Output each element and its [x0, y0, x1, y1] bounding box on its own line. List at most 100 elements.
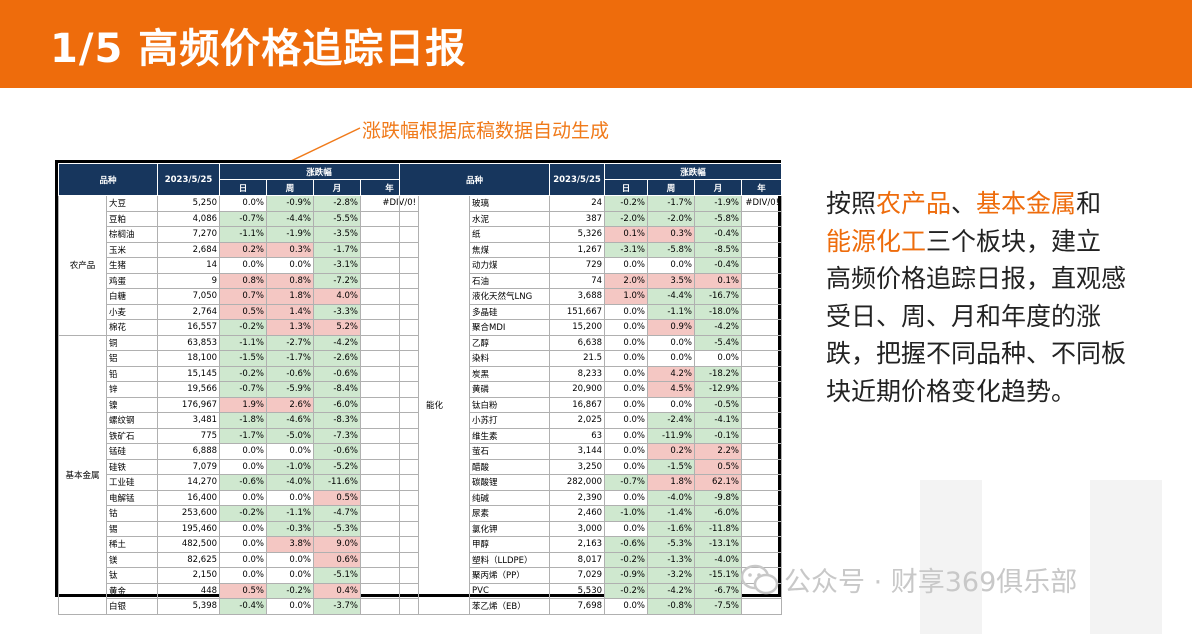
month-change-cell: -0.6%	[313, 443, 362, 460]
month-change-cell: -5.5%	[313, 210, 362, 227]
variety-cell: 染料	[468, 350, 551, 367]
variety-cell: 乙醇	[468, 334, 551, 351]
price-cell: 3,000	[549, 520, 606, 537]
month-change-cell: -0.4%	[694, 257, 743, 274]
day-change-cell: -0.6%	[604, 536, 649, 553]
day-change-cell: -0.4%	[219, 598, 268, 615]
month-change-cell: -4.2%	[694, 319, 743, 336]
table-row: 多晶硅 151,667 0.0% -1.1% -18.0%	[400, 303, 783, 320]
variety-cell: 铜	[105, 334, 159, 351]
table-row: 螺纹钢 3,481 -1.8% -4.6% -8.3%	[59, 412, 420, 429]
price-cell: 9	[157, 272, 221, 289]
week-change-cell: -4.2%	[647, 582, 696, 599]
table-row: 纯碱 2,390 0.0% -4.0% -9.8%	[400, 489, 783, 506]
variety-cell: 甲醇	[468, 536, 551, 553]
week-change-cell: -4.4%	[647, 288, 696, 305]
variety-cell: 玻璃	[468, 195, 551, 212]
price-cell: 253,600	[157, 505, 221, 522]
variety-cell: 液化天然气LNG	[468, 288, 551, 305]
table-row: 钛白粉 16,867 0.0% 0.0% -0.5%	[400, 396, 783, 413]
variety-cell: 焦煤	[468, 241, 551, 258]
variety-cell: 小麦	[105, 303, 159, 320]
day-change-cell: 0.0%	[604, 334, 649, 351]
month-change-cell: -4.0%	[694, 551, 743, 568]
price-cell: 63,853	[157, 334, 221, 351]
variety-cell: 纯碱	[468, 489, 551, 506]
variety-cell: 螺纹钢	[105, 412, 159, 429]
variety-cell: 醋酸	[468, 458, 551, 475]
variety-cell: 尿素	[468, 505, 551, 522]
month-change-cell: 0.0%	[694, 350, 743, 367]
day-change-cell: 0.0%	[219, 489, 268, 506]
year-change-cell	[741, 241, 783, 258]
year-change-cell	[741, 489, 783, 506]
table-row: 苯乙烯（EB） 7,698 0.0% -0.8% -7.5%	[400, 598, 783, 615]
price-cell: 2,460	[549, 505, 606, 522]
variety-cell: 多晶硅	[468, 303, 551, 320]
year-change-cell	[741, 474, 783, 491]
table-row: 乙醇 6,638 0.0% 0.0% -5.4%	[400, 334, 783, 351]
table-row: 甲醇 2,163 -0.6% -5.3% -13.1%	[400, 536, 783, 553]
day-change-cell: 0.0%	[219, 195, 268, 212]
week-change-cell: -1.1%	[647, 303, 696, 320]
week-change-cell: -4.0%	[647, 489, 696, 506]
price-cell: 2,390	[549, 489, 606, 506]
table-row: 鸡蛋 9 0.8% 0.8% -7.2%	[59, 272, 420, 289]
week-change-cell: -1.4%	[647, 505, 696, 522]
week-change-cell: 1.8%	[266, 288, 315, 305]
week-change-cell: 0.0%	[266, 443, 315, 460]
table-row: 铅 15,145 -0.2% -0.6% -0.6%	[59, 365, 420, 382]
variety-cell: 聚合MDI	[468, 319, 551, 336]
header-day: 日	[219, 179, 268, 196]
variety-cell: 炭黑	[468, 365, 551, 382]
week-change-cell: -11.9%	[647, 427, 696, 444]
price-cell: 282,000	[549, 474, 606, 491]
variety-cell: 大豆	[105, 195, 159, 212]
year-change-cell	[741, 303, 783, 320]
day-change-cell: 0.0%	[219, 567, 268, 584]
year-change-cell	[741, 412, 783, 429]
day-change-cell: -1.1%	[219, 226, 268, 243]
table-row: 石油 74 2.0% 3.5% 0.1%	[400, 272, 783, 289]
month-change-cell: -4.1%	[694, 412, 743, 429]
day-change-cell: 0.7%	[219, 288, 268, 305]
week-change-cell: -0.2%	[266, 582, 315, 599]
price-cell: 3,481	[157, 412, 221, 429]
table-row: 萤石 3,144 0.0% 0.2% 2.2%	[400, 443, 783, 460]
price-cell: 3,250	[549, 458, 606, 475]
week-change-cell: -5.9%	[266, 381, 315, 398]
header-month: 月	[313, 179, 362, 196]
price-cell: 24	[549, 195, 606, 212]
week-change-cell: -2.4%	[647, 412, 696, 429]
table-row: 氯化钾 3,000 0.0% -1.6% -11.8%	[400, 520, 783, 537]
category-cell: 基本金属	[58, 334, 107, 615]
month-change-cell: -16.7%	[694, 288, 743, 305]
day-change-cell: 0.8%	[219, 272, 268, 289]
week-change-cell: 0.2%	[647, 443, 696, 460]
week-change-cell: 0.8%	[266, 272, 315, 289]
day-change-cell: 0.0%	[604, 365, 649, 382]
table-row: 黄磷 20,900 0.0% 4.5% -12.9%	[400, 381, 783, 398]
month-change-cell: -6.7%	[694, 582, 743, 599]
week-change-cell: -5.0%	[266, 427, 315, 444]
day-change-cell: -0.2%	[604, 582, 649, 599]
table-row: 醋酸 3,250 0.0% -1.5% 0.5%	[400, 458, 783, 475]
year-change-cell	[741, 520, 783, 537]
variety-cell: 豆粕	[105, 210, 159, 227]
header-day: 日	[604, 179, 649, 196]
table-row: 纸 5,326 0.1% 0.3% -0.4%	[400, 226, 783, 243]
month-change-cell: -3.1%	[313, 257, 362, 274]
table-row: 焦煤 1,267 -3.1% -5.8% -8.5%	[400, 241, 783, 258]
year-change-cell	[741, 334, 783, 351]
week-change-cell: 3.5%	[647, 272, 696, 289]
day-change-cell: -0.7%	[219, 210, 268, 227]
month-change-cell: -11.8%	[694, 520, 743, 537]
price-cell: 15,200	[549, 319, 606, 336]
day-change-cell: 0.5%	[219, 582, 268, 599]
price-cell: 2,150	[157, 567, 221, 584]
year-change-cell: #DIV/0!	[741, 195, 783, 212]
highlight-energy: 能源化工	[826, 226, 927, 256]
variety-cell: 铅	[105, 365, 159, 382]
week-change-cell: 4.5%	[647, 381, 696, 398]
price-cell: 18,100	[157, 350, 221, 367]
